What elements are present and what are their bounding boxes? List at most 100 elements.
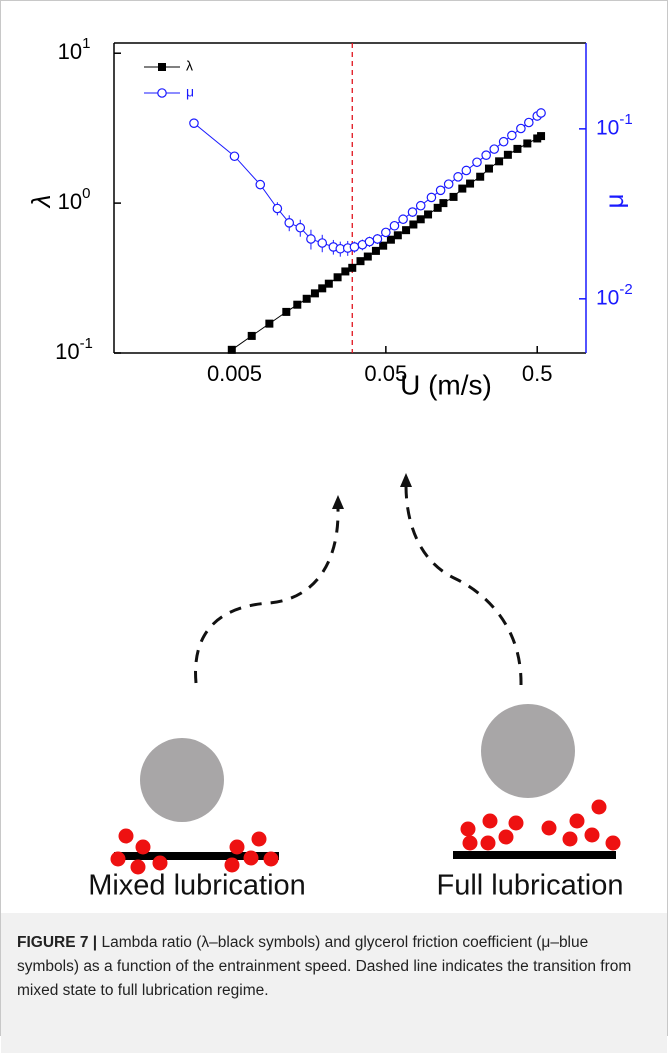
data-point: [306, 234, 316, 244]
data-point: [409, 220, 418, 229]
diagram-label: Mixed lubrication: [88, 870, 306, 902]
arrow-head: [332, 495, 344, 509]
data-point: [415, 200, 426, 211]
data-point: [318, 284, 327, 293]
data-point: [341, 267, 350, 276]
data-point: [386, 235, 395, 244]
y-tick-label: 100: [58, 185, 91, 214]
data-point: [439, 199, 448, 208]
data-point: [476, 172, 485, 181]
data-point: [513, 144, 522, 153]
exponent: -2: [619, 281, 632, 298]
data-point: [424, 210, 433, 219]
data-point: [227, 345, 236, 354]
data-point: [282, 307, 291, 316]
y-tick-label: 101: [58, 35, 91, 64]
series-line: [193, 112, 542, 250]
arrow-path: [404, 484, 523, 686]
data-point: [363, 252, 372, 261]
data-point: [389, 220, 400, 231]
particles: [110, 799, 621, 875]
data-point: [317, 238, 328, 248]
data-point: [272, 203, 283, 214]
surface: [453, 851, 616, 859]
data-point: [371, 246, 380, 255]
caption-text: Lambda ratio (λ–black symbols) and glyce…: [17, 934, 632, 999]
data-point: [295, 222, 306, 233]
y-axis-label: λ: [26, 195, 56, 210]
data-point: [348, 263, 357, 272]
data-point: [247, 331, 256, 340]
data-point: [302, 294, 311, 303]
data-point: [503, 150, 512, 159]
data-point: [293, 300, 302, 309]
legend-label: μ: [186, 84, 194, 100]
data-point: [381, 227, 391, 238]
surface: [114, 852, 279, 860]
data-point: [324, 279, 333, 288]
ball: [481, 704, 575, 798]
data-point: [255, 179, 266, 190]
x-axis-label: U (m/s): [400, 369, 492, 400]
data-point: [433, 203, 442, 212]
legend-marker: [157, 88, 167, 98]
data-point: [484, 164, 493, 173]
arrow-path: [194, 508, 340, 684]
data-point: [402, 226, 411, 235]
exponent: -1: [80, 335, 93, 352]
y2-axis-label: μ: [599, 194, 629, 209]
legend-label: λ: [186, 58, 193, 74]
data-point: [466, 179, 475, 188]
data-point: [495, 157, 504, 166]
data-point: [443, 179, 454, 189]
data-point: [398, 214, 408, 225]
x-tick-label: 0.005: [207, 361, 262, 386]
data-point: [189, 118, 199, 128]
data-point: [449, 192, 458, 201]
data-point: [333, 273, 342, 282]
exponent: 0: [82, 185, 90, 202]
y-tick-label: 10-1: [55, 335, 93, 364]
data-point: [524, 117, 534, 128]
data-point: [393, 231, 402, 240]
data-point: [537, 132, 546, 141]
data-point: [435, 185, 446, 196]
exponent: -1: [619, 111, 632, 128]
data-point: [229, 151, 240, 162]
exponent: 1: [82, 35, 90, 52]
data-point: [407, 207, 418, 217]
data-point: [426, 192, 437, 203]
data-point: [536, 108, 546, 118]
data-point: [356, 257, 365, 266]
x-tick-label: 0.05: [364, 361, 407, 386]
data-point: [523, 139, 532, 148]
data-point: [372, 234, 383, 244]
data-point: [364, 236, 375, 247]
data-point: [458, 184, 467, 193]
data-point: [472, 157, 482, 168]
data-point: [349, 242, 360, 252]
data-point: [481, 150, 491, 160]
data-point: [507, 130, 517, 141]
diagram: [194, 484, 523, 686]
data-point: [516, 123, 526, 134]
ball: [140, 738, 224, 822]
data-point: [498, 136, 509, 147]
data-point: [284, 218, 295, 228]
y2-tick-label: 10-2: [596, 281, 633, 310]
chart: U (m/s) λ μ Mixed lubrication Full lubri…: [26, 35, 633, 902]
data-point: [416, 215, 425, 224]
y2-tick-label: 10-1: [596, 111, 633, 140]
data-point: [461, 165, 472, 176]
legend-marker: [158, 63, 166, 71]
diagram-label: Full lubrication: [437, 870, 624, 902]
data-point: [453, 172, 463, 182]
data-point: [265, 319, 274, 328]
data-point: [379, 241, 388, 250]
data-point: [310, 289, 319, 298]
caption-label: FIGURE 7 |: [17, 934, 98, 951]
arrow-head: [400, 473, 412, 487]
data-point: [489, 144, 500, 154]
x-tick-label: 0.5: [522, 361, 553, 386]
